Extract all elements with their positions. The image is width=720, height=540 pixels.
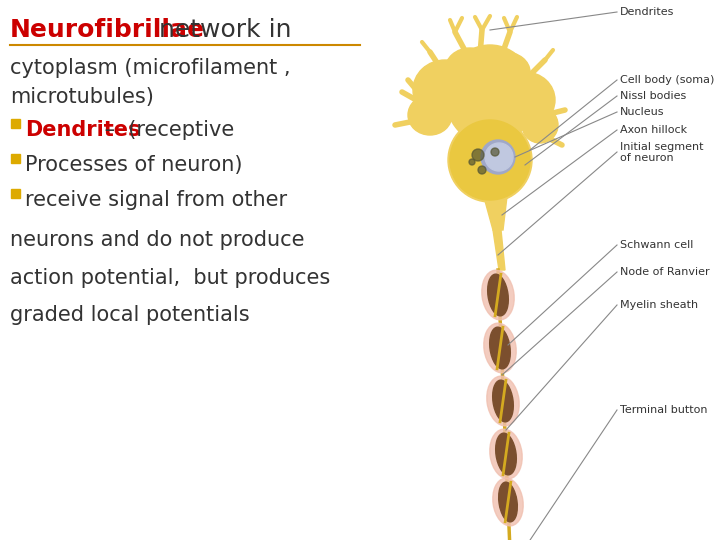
Ellipse shape: [445, 48, 495, 92]
Text: action potential,  but produces: action potential, but produces: [10, 268, 330, 288]
Text: graded local potentials: graded local potentials: [10, 305, 250, 325]
Text: receive signal from other: receive signal from other: [25, 190, 287, 210]
Text: neurons and do not produce: neurons and do not produce: [10, 230, 305, 250]
Ellipse shape: [490, 429, 522, 479]
Circle shape: [472, 149, 484, 161]
Ellipse shape: [499, 482, 518, 522]
Ellipse shape: [490, 327, 510, 369]
Text: Nucleus: Nucleus: [620, 107, 665, 117]
Text: Terminal button: Terminal button: [620, 405, 708, 415]
Ellipse shape: [413, 60, 477, 120]
Text: Axon hillock: Axon hillock: [620, 125, 687, 135]
Text: Initial segment: Initial segment: [620, 142, 703, 152]
Ellipse shape: [487, 274, 508, 316]
Text: Schwann cell: Schwann cell: [620, 240, 693, 250]
Text: microtubules): microtubules): [10, 87, 154, 107]
Ellipse shape: [487, 376, 519, 426]
Ellipse shape: [480, 52, 530, 92]
Circle shape: [450, 120, 530, 200]
Bar: [11, 119, 20, 128]
Text: cytoplasm (microfilament ,: cytoplasm (microfilament ,: [10, 58, 290, 78]
Text: –  (receptive: – (receptive: [98, 120, 234, 140]
Ellipse shape: [492, 478, 523, 526]
Circle shape: [481, 140, 515, 174]
Text: Dendrites: Dendrites: [25, 120, 140, 140]
Text: Node of Ranvier: Node of Ranvier: [620, 267, 710, 277]
Ellipse shape: [492, 380, 513, 422]
Ellipse shape: [484, 323, 516, 373]
Ellipse shape: [408, 95, 452, 135]
Text: Processes of neuron): Processes of neuron): [25, 155, 243, 175]
Bar: [11, 154, 20, 163]
Circle shape: [448, 118, 532, 202]
Circle shape: [485, 143, 513, 171]
Text: Nissl bodies: Nissl bodies: [620, 91, 686, 101]
Circle shape: [491, 148, 499, 156]
Polygon shape: [482, 188, 508, 230]
Circle shape: [469, 159, 475, 165]
Text: network in: network in: [143, 18, 292, 42]
Bar: [11, 189, 20, 198]
Polygon shape: [493, 230, 505, 270]
Ellipse shape: [522, 107, 558, 143]
Ellipse shape: [445, 45, 535, 145]
Text: Myelin sheath: Myelin sheath: [620, 300, 698, 310]
Ellipse shape: [482, 270, 514, 320]
Circle shape: [478, 166, 486, 174]
Text: Dendrites: Dendrites: [620, 7, 675, 17]
Ellipse shape: [495, 72, 555, 128]
Text: of neuron: of neuron: [620, 153, 674, 163]
Text: Neurofibrillae: Neurofibrillae: [10, 18, 205, 42]
Text: Cell body (soma): Cell body (soma): [620, 75, 714, 85]
Ellipse shape: [495, 433, 516, 475]
